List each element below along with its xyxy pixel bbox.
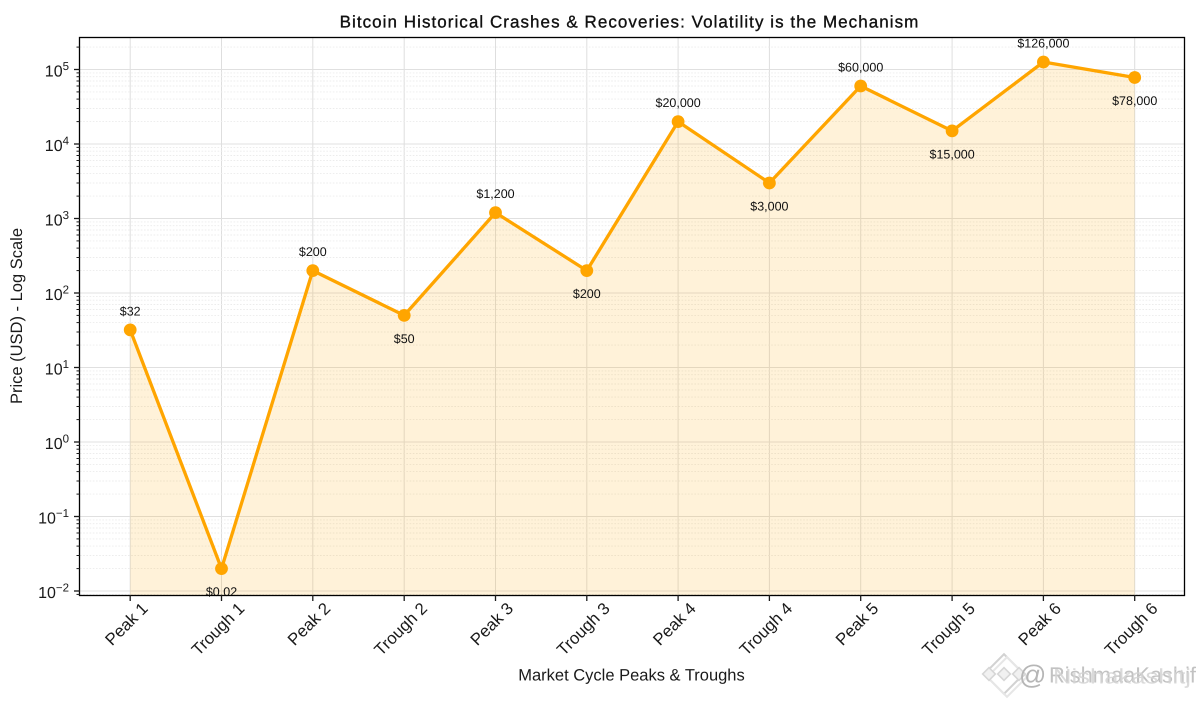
svg-text:$32: $32	[120, 304, 141, 318]
svg-text:$1,200: $1,200	[476, 187, 514, 201]
svg-text:Price (USD) - Log Scale: Price (USD) - Log Scale	[8, 228, 26, 404]
svg-text:$50: $50	[394, 332, 415, 346]
svg-text:Bitcoin Historical Crashes & R: Bitcoin Historical Crashes & Recoveries:…	[340, 13, 920, 32]
svg-text:$200: $200	[299, 245, 327, 259]
svg-text:$3,000: $3,000	[750, 199, 788, 213]
svg-text:$60,000: $60,000	[838, 60, 883, 74]
svg-text:Nishakashitj: Nishakashitj	[1053, 666, 1191, 689]
svg-text:$200: $200	[573, 287, 601, 301]
svg-text:Market Cycle Peaks & Troughs: Market Cycle Peaks & Troughs	[518, 667, 745, 685]
svg-text:@: @	[1019, 660, 1046, 690]
svg-text:$78,000: $78,000	[1112, 94, 1157, 108]
svg-text:$15,000: $15,000	[930, 147, 975, 161]
svg-text:$20,000: $20,000	[656, 96, 701, 110]
svg-text:$126,000: $126,000	[1017, 36, 1069, 50]
svg-text:RishmaaKashif: RishmaaKashif	[1049, 663, 1197, 688]
